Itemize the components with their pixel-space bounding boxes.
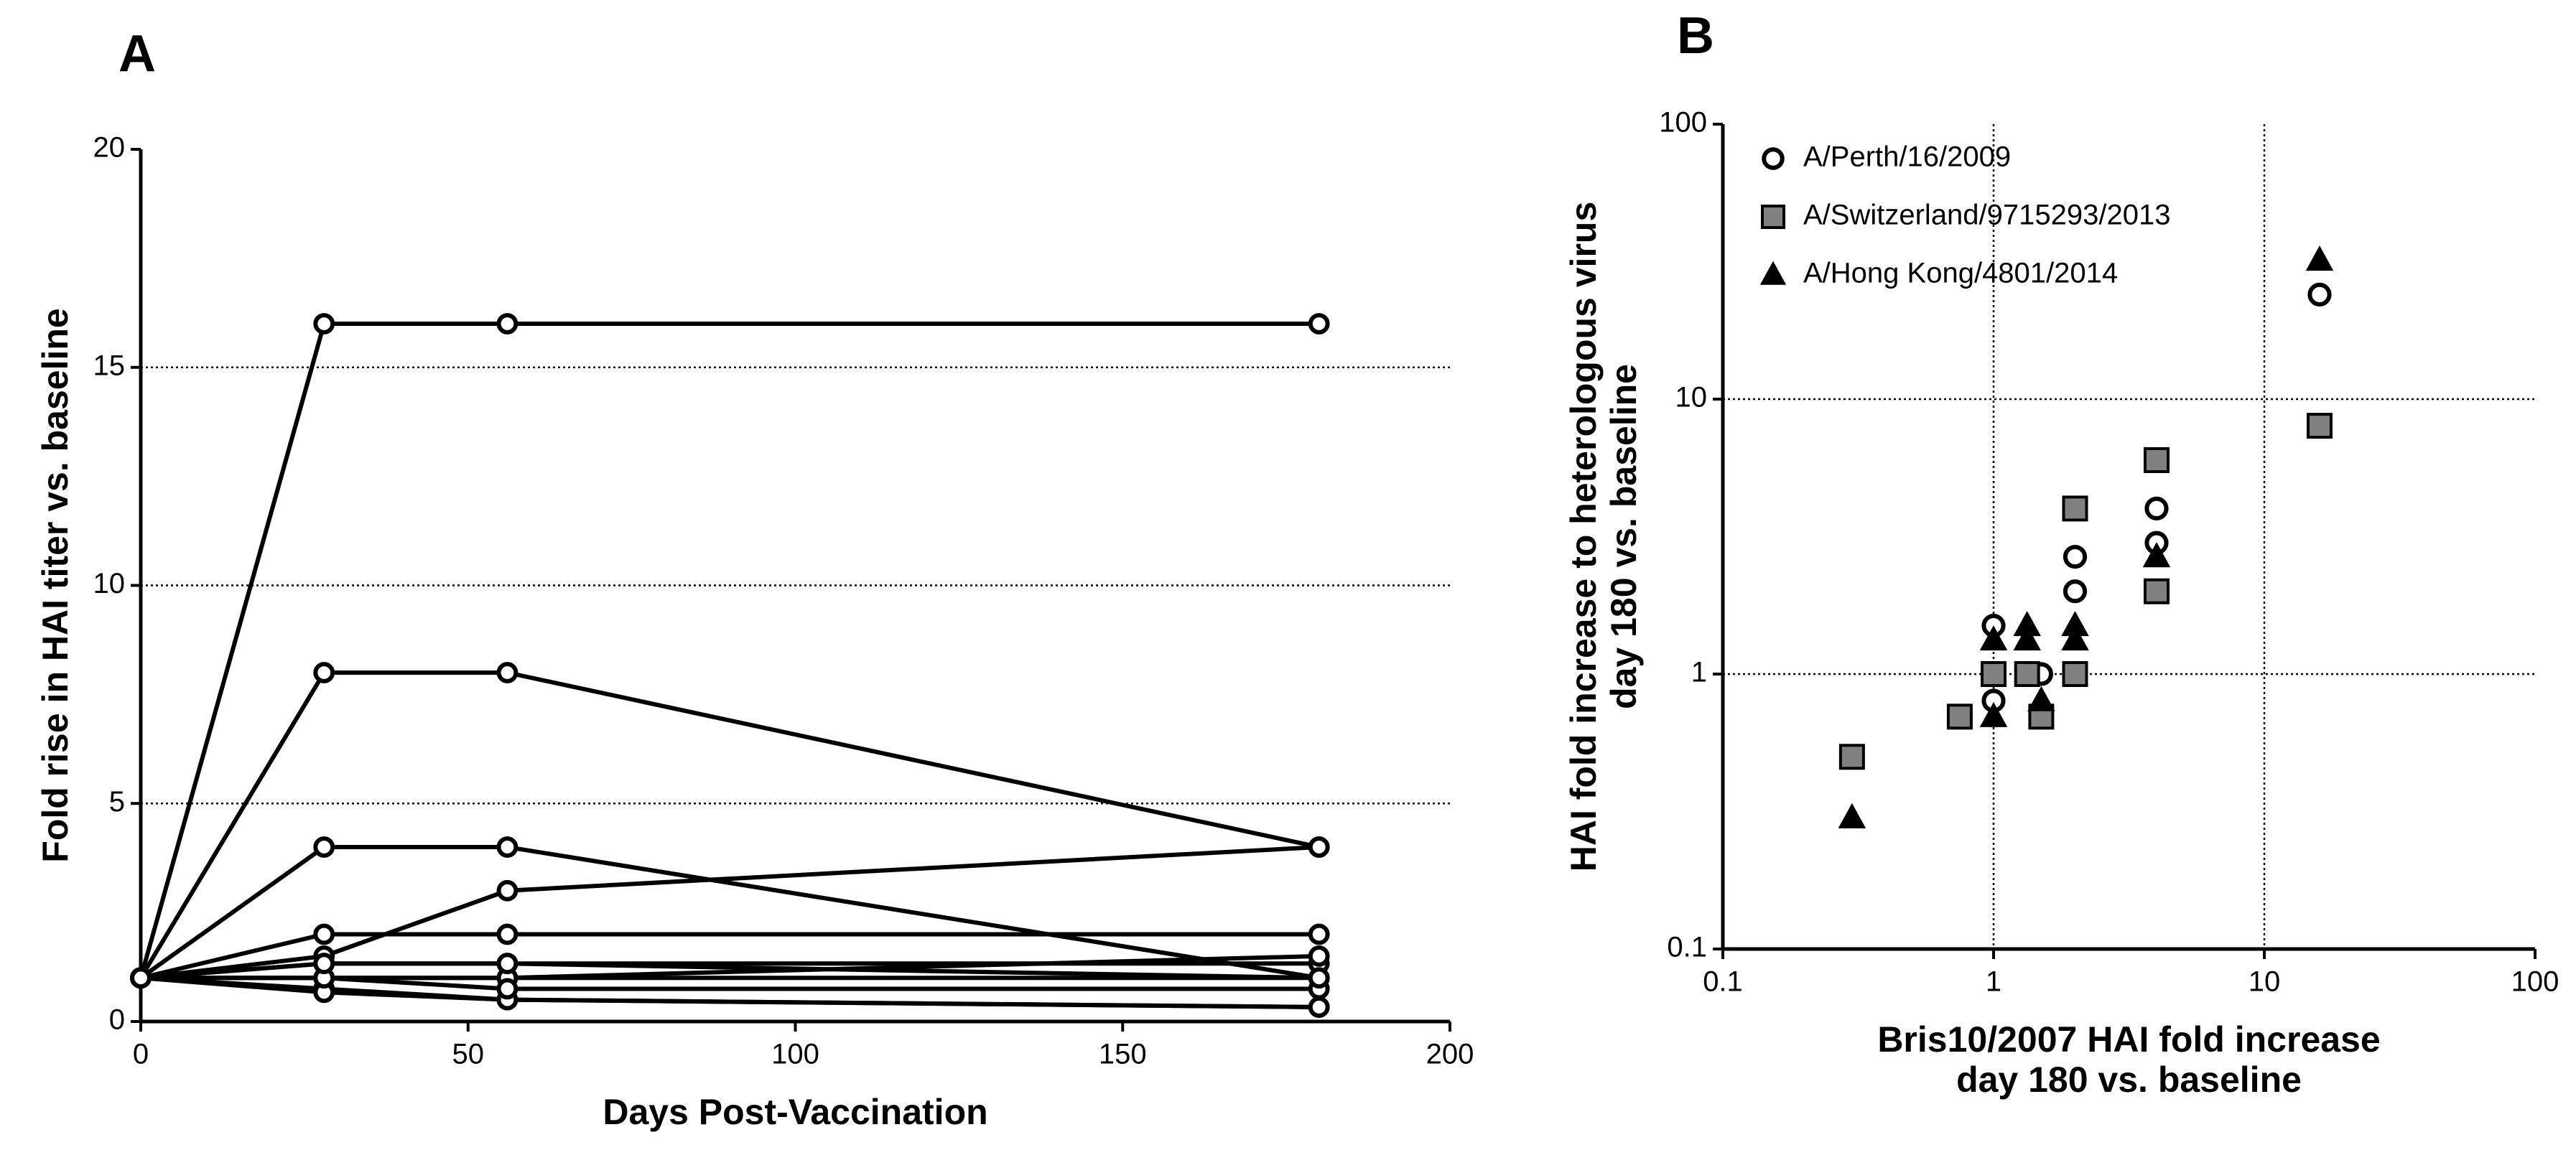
- marker-circle: [2144, 496, 2169, 521]
- series-line: [140, 961, 1319, 981]
- legend-label: A/Switzerland/9715293/2013: [1803, 200, 2170, 231]
- panel-label: A: [118, 25, 156, 83]
- x-axis-title-line: day 180 vs. baseline: [1956, 1060, 2302, 1100]
- marker-triangle: [2013, 625, 2041, 651]
- marker-circle: [1308, 923, 1330, 945]
- marker-circle: [130, 967, 152, 989]
- marker-circle: [313, 662, 335, 683]
- x-axis-title: Days Post-Vaccination: [603, 1092, 987, 1132]
- legend-label: A/Perth/16/2009: [1803, 141, 2011, 173]
- marker-circle: [1308, 996, 1330, 1018]
- marker-square: [1946, 703, 1973, 730]
- y-tick-label: 1: [1691, 657, 1707, 688]
- marker-square: [2062, 661, 2088, 687]
- marker-square: [2014, 661, 2040, 687]
- marker-square: [2143, 578, 2170, 604]
- legend-marker: [1759, 261, 1787, 285]
- y-tick-label: 0.1: [1667, 932, 1707, 963]
- marker-triangle: [2305, 246, 2334, 271]
- x-tick-label: 1: [1986, 966, 2001, 998]
- marker-circle: [1308, 967, 1330, 989]
- marker-circle: [496, 662, 519, 683]
- marker-triangle: [2142, 542, 2171, 568]
- x-tick-label: 100: [2511, 966, 2559, 998]
- marker-triangle: [1979, 701, 2008, 727]
- series-line: [139, 322, 1319, 979]
- marker-square: [2062, 495, 2088, 522]
- marker-circle: [496, 923, 519, 945]
- x-tick-label: 0: [133, 1039, 149, 1070]
- y-axis-title-line: day 180 vs. baseline: [1604, 364, 1644, 709]
- marker-square: [1981, 661, 2007, 687]
- x-tick-label: 0.1: [1703, 966, 1743, 998]
- marker-circle: [2307, 282, 2332, 307]
- marker-circle: [2063, 545, 2088, 569]
- marker-circle: [496, 978, 519, 1000]
- legend-label: A/Hong Kong/4801/2014: [1803, 258, 2118, 289]
- marker-circle: [496, 313, 519, 335]
- marker-square: [1838, 744, 1865, 770]
- y-axis-title: Fold rise in HAI titer vs. baseline: [35, 308, 75, 862]
- panel-label: B: [1677, 7, 1714, 65]
- x-tick-label: 100: [771, 1039, 819, 1070]
- y-tick-label: 15: [93, 350, 126, 381]
- x-axis-title: Bris10/2007 HAI fold increase day 180 vs.…: [1877, 1019, 2380, 1100]
- y-tick-label: 0: [109, 1004, 125, 1036]
- x-tick-label: 200: [1426, 1039, 1474, 1070]
- marker-triangle: [2061, 625, 2089, 651]
- y-tick-label: 10: [1675, 382, 1708, 413]
- x-axis-title-line: Bris10/2007 HAI fold increase: [1877, 1019, 2380, 1060]
- series-line: [140, 845, 1319, 981]
- marker-circle: [1308, 945, 1330, 967]
- x-tick-label: 50: [452, 1039, 485, 1070]
- marker-circle: [1308, 836, 1330, 858]
- legend-marker: [1762, 147, 1785, 170]
- marker-circle: [313, 836, 335, 858]
- series-line: [140, 932, 1319, 981]
- marker-square: [2306, 413, 2333, 439]
- marker-square: [2143, 447, 2170, 473]
- marker-circle: [313, 953, 335, 975]
- y-axis-title-line: HAI fold increase to heterologous virus: [1563, 202, 1604, 872]
- marker-circle: [313, 923, 335, 945]
- marker-triangle: [2027, 686, 2055, 711]
- y-tick-label: 20: [93, 132, 126, 164]
- marker-circle: [496, 953, 519, 975]
- y-tick-label: 10: [93, 568, 126, 599]
- y-tick-label: 5: [109, 786, 125, 818]
- marker-triangle: [1979, 625, 2008, 651]
- series-line: [140, 976, 1319, 1009]
- x-tick-label: 10: [2249, 966, 2281, 998]
- x-tick-label: 150: [1099, 1039, 1147, 1070]
- y-axis-title: HAI fold increase to heterologous virusd…: [1563, 202, 1644, 872]
- series-line: [139, 845, 1320, 981]
- y-tick-label: 100: [1659, 107, 1707, 139]
- marker-triangle: [1838, 803, 1866, 828]
- marker-circle: [2063, 579, 2088, 604]
- marker-circle: [496, 836, 519, 858]
- marker-circle: [1308, 313, 1330, 335]
- series-line: [141, 976, 1319, 991]
- series-line: [139, 670, 1320, 979]
- legend-marker: [1761, 205, 1785, 229]
- marker-circle: [496, 879, 519, 902]
- marker-circle: [313, 313, 335, 335]
